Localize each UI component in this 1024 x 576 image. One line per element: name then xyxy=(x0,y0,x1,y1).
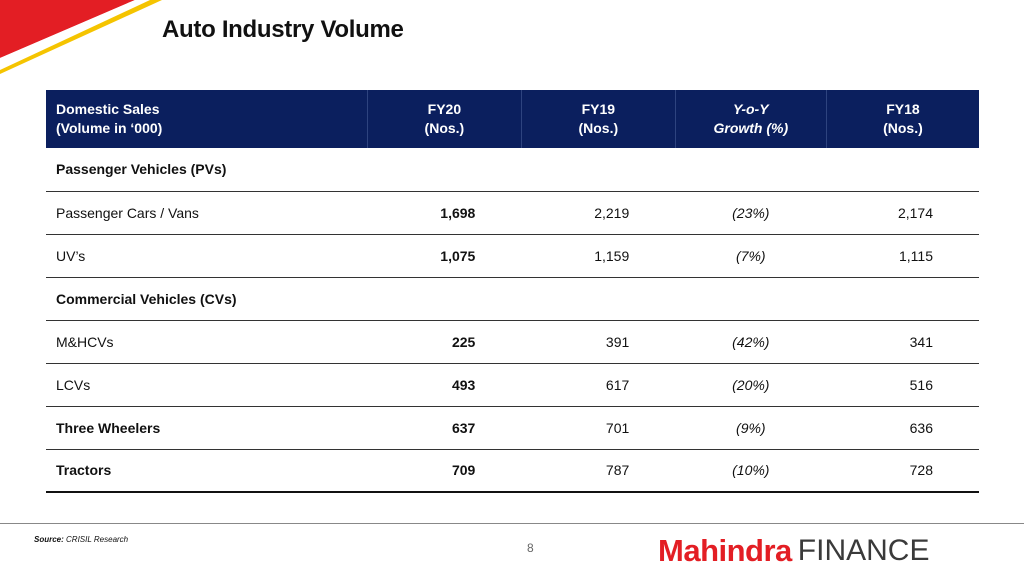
table-row: Passenger Cars / Vans 1,698 2,219 (23%) … xyxy=(46,191,979,234)
cell-fy19: 787 xyxy=(605,462,630,479)
cell-fy19: 391 xyxy=(605,333,630,350)
cell-fy18: 636 xyxy=(909,419,933,436)
auto-volume-table: Domestic Sales (Volume in ‘000) FY20 (No… xyxy=(46,90,979,493)
table-section-row: Passenger Vehicles (PVs) xyxy=(46,148,979,191)
cell-yoy: (10%) xyxy=(732,462,770,479)
cell-fy20: 637 xyxy=(451,419,476,436)
source-note: Source: CRISIL Research xyxy=(34,535,128,544)
cell-fy20: 709 xyxy=(451,462,476,479)
cell-yoy: (23%) xyxy=(732,204,770,221)
company-logo: Mahindra FINANCE xyxy=(658,533,930,568)
cell-fy20: 1,075 xyxy=(440,247,476,264)
cell-fy18: 341 xyxy=(909,333,933,350)
header-domestic-sales: Domestic Sales (Volume in ‘000) xyxy=(46,90,368,148)
table-row: LCVs 493 617 (20%) 516 xyxy=(46,363,979,406)
cell-fy18: 516 xyxy=(909,376,933,393)
row-label: M&HCVs xyxy=(56,333,114,350)
cell-fy20: 225 xyxy=(451,333,476,350)
cell-yoy: (9%) xyxy=(736,419,766,436)
table-section-row: Commercial Vehicles (CVs) xyxy=(46,277,979,320)
cell-yoy: (7%) xyxy=(736,247,766,264)
page-number: 8 xyxy=(527,541,534,555)
cell-fy19: 1,159 xyxy=(594,247,630,264)
page-title: Auto Industry Volume xyxy=(162,16,404,43)
cell-fy19: 2,219 xyxy=(594,204,630,221)
source-label: Source: xyxy=(34,535,64,544)
source-text: CRISIL Research xyxy=(66,535,129,544)
footer-divider xyxy=(0,523,1024,524)
row-label: Passenger Cars / Vans xyxy=(56,204,199,221)
header-fy19: FY19 (Nos.) xyxy=(521,90,676,148)
cell-fy20: 1,698 xyxy=(440,204,476,221)
section-label: Commercial Vehicles (CVs) xyxy=(56,290,237,307)
header-fy20: FY20 (Nos.) xyxy=(367,90,522,148)
row-label: Tractors xyxy=(56,462,112,479)
table-header-row: Domestic Sales (Volume in ‘000) FY20 (No… xyxy=(46,90,979,148)
cell-fy19: 617 xyxy=(605,376,630,393)
row-label: Three Wheelers xyxy=(56,419,161,436)
table-row: Tractors 709 787 (10%) 728 xyxy=(46,449,979,492)
header-yoy-growth: Y-o-Y Growth (%) xyxy=(675,90,827,148)
table-row: M&HCVs 225 391 (42%) 341 xyxy=(46,320,979,363)
cell-yoy: (20%) xyxy=(732,376,770,393)
corner-decoration xyxy=(0,0,162,74)
section-label: Passenger Vehicles (PVs) xyxy=(56,161,227,178)
row-label: UV’s xyxy=(56,247,86,264)
table-row: UV’s 1,075 1,159 (7%) 1,115 xyxy=(46,234,979,277)
cell-yoy: (42%) xyxy=(732,333,770,350)
logo-suffix: FINANCE xyxy=(797,534,930,567)
logo-brand: Mahindra xyxy=(658,533,792,568)
cell-fy18: 1,115 xyxy=(899,247,933,264)
cell-fy20: 493 xyxy=(451,376,476,393)
row-label: LCVs xyxy=(56,376,91,393)
table-row: Three Wheelers 637 701 (9%) 636 xyxy=(46,406,979,449)
cell-fy18: 2,174 xyxy=(897,204,933,221)
cell-fy19: 701 xyxy=(605,419,630,436)
cell-fy18: 728 xyxy=(909,462,933,479)
header-fy18: FY18 (Nos.) xyxy=(883,101,923,136)
